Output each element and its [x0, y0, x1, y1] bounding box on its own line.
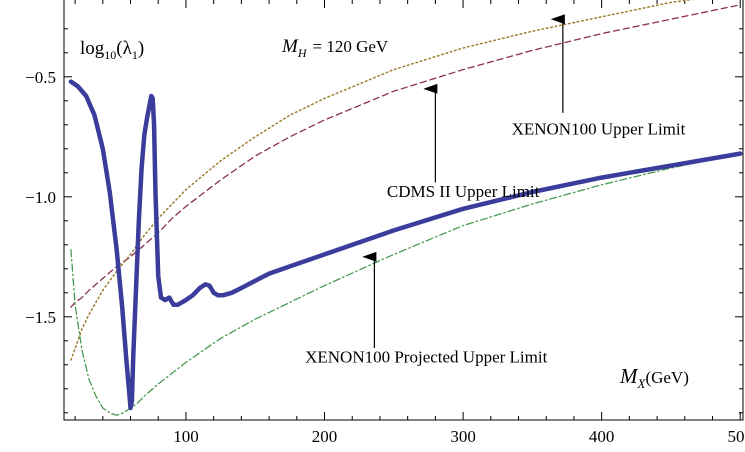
x-tick-label: 200 [312, 427, 338, 446]
y-tick-label: −1.0 [25, 188, 56, 207]
x-tick-label: 500 [727, 427, 745, 446]
x-axis-label-m: M [619, 364, 639, 388]
x-tick-label: 100 [173, 427, 199, 446]
annotation-label: XENON100 Upper Limit [512, 119, 686, 138]
y-axis-label-sub10: 10 [104, 48, 116, 62]
x-tick-label: 300 [450, 427, 476, 446]
y-tick-label: −1.5 [25, 308, 56, 327]
x-tick-label: 400 [589, 427, 615, 446]
mh-label-value: = 120 GeV [313, 37, 389, 56]
series-line-solid-thick [68, 79, 743, 411]
mh-label-m: M [281, 36, 299, 57]
y-tick-label: −0.5 [25, 68, 56, 87]
plot-border [63, 0, 744, 421]
y-axis-label-sub1: 1 [132, 48, 138, 62]
series-line-dashed [70, 4, 741, 308]
y-axis-label: log10(λ1) [80, 38, 144, 62]
y-axis-label-close: ) [138, 38, 144, 59]
axis-ticks: 100 200 300 400 500 −0.5 −1.0 −1.5 [25, 0, 745, 446]
annotation-label: CDMS II Upper Limit [387, 182, 540, 201]
y-axis-label-log: log [80, 38, 105, 59]
x-axis-label-sub: X [637, 376, 647, 391]
series-group [68, 0, 743, 416]
annotation-label: XENON100 Projected Upper Limit [305, 347, 547, 366]
mh-label: MH = 120 GeV [281, 36, 389, 60]
series-line-dotted [70, 0, 694, 361]
x-axis-label: MX(GeV) [619, 364, 689, 391]
series-line-dash-dot [70, 152, 741, 416]
annotations-group: CDMS II Upper Limit XENON100 Upper Limit X… [305, 14, 686, 366]
x-axis-label-unit: (GeV) [645, 368, 688, 387]
y-axis-label-lambda: (λ [116, 38, 132, 59]
plot-frame [63, 0, 744, 421]
mh-label-sub: H [297, 46, 308, 60]
